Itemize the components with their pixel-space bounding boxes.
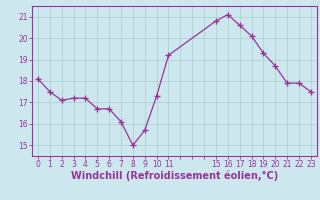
X-axis label: Windchill (Refroidissement éolien,°C): Windchill (Refroidissement éolien,°C): [71, 171, 278, 181]
